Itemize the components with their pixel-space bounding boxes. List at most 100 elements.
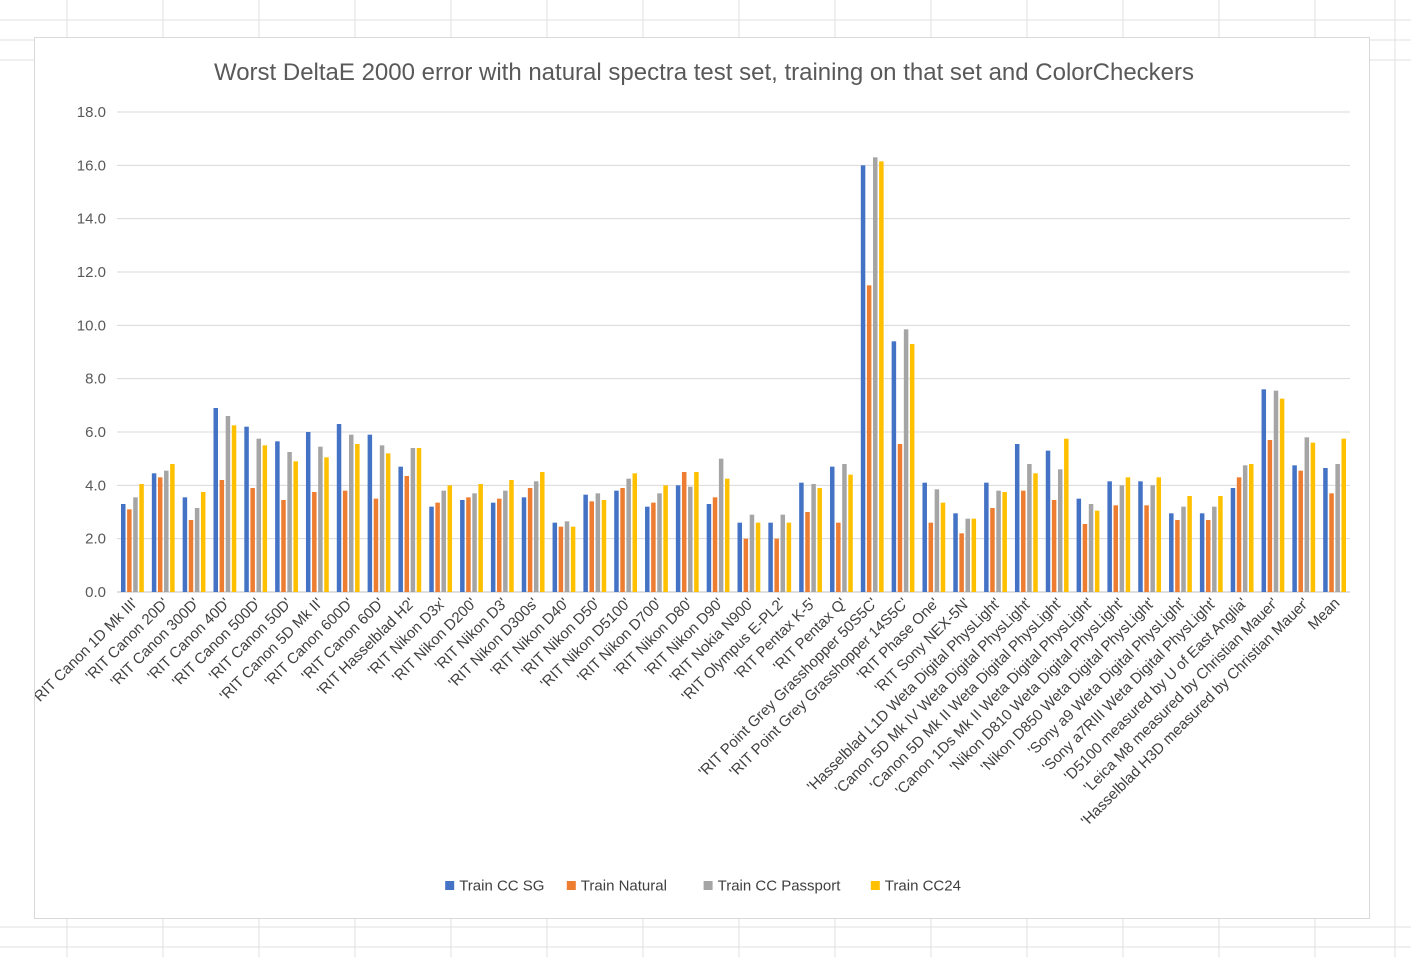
bar (1051, 500, 1057, 592)
bar (595, 493, 601, 592)
bar (971, 518, 977, 592)
legend-item[interactable]: Train CC SG (445, 878, 544, 895)
bar (897, 444, 903, 592)
bar (1218, 496, 1223, 592)
bar (651, 502, 656, 592)
legend-swatch (703, 881, 713, 890)
bar (620, 488, 625, 592)
bar (589, 501, 594, 592)
y-tick-label: 10.0 (77, 317, 106, 334)
bar (1002, 492, 1007, 592)
bar (490, 502, 496, 592)
bar (1249, 464, 1254, 592)
bar (1236, 477, 1242, 592)
bar (336, 424, 342, 592)
bar (934, 489, 940, 592)
bar (1125, 477, 1131, 592)
bar (1292, 465, 1297, 592)
bar (527, 488, 533, 592)
bar (891, 341, 897, 592)
bar (614, 490, 619, 592)
bar (829, 466, 835, 592)
bar (1156, 477, 1162, 592)
bar (398, 466, 403, 592)
bar (1076, 498, 1082, 592)
y-tick-label: 2.0 (85, 531, 106, 548)
chart-title: Worst DeltaE 2000 error with natural spe… (214, 59, 1194, 86)
bar (1088, 504, 1094, 592)
series-train-cc-passport (133, 157, 1340, 592)
bar (1230, 488, 1236, 592)
bar (355, 444, 360, 592)
bar (151, 473, 157, 592)
chart-area[interactable]: Worst DeltaE 2000 error with natural spe… (34, 37, 1370, 919)
bar (1273, 390, 1279, 592)
legend-item[interactable]: Train CC24 (870, 878, 961, 895)
bar (712, 497, 718, 592)
bar (219, 480, 225, 592)
y-axis-tick-labels: 0.0 2.0 4.0 6.0 8.0 10.0 12.0 14.0 16.0 18.0 (77, 104, 106, 601)
bar (1199, 513, 1205, 592)
bar (799, 482, 804, 592)
bar (503, 490, 508, 592)
bar (441, 490, 446, 592)
bar (305, 432, 311, 592)
bar (379, 445, 385, 592)
bar (410, 448, 416, 592)
bar (706, 504, 712, 592)
bar (996, 490, 1001, 592)
bar (786, 522, 792, 592)
bar (1169, 513, 1174, 592)
bar (1119, 485, 1125, 592)
legend-item[interactable]: Train Natural (566, 878, 667, 895)
bar (675, 485, 681, 592)
bar (1057, 469, 1063, 592)
bar (287, 452, 292, 592)
y-tick-label: 18.0 (77, 104, 106, 121)
bar (737, 522, 743, 592)
bar (540, 472, 545, 592)
bar (1045, 450, 1051, 592)
bar (194, 508, 200, 592)
bar (1261, 389, 1267, 592)
bar (903, 329, 909, 592)
bar (157, 477, 163, 592)
legend-item[interactable]: Train CC Passport (703, 878, 842, 895)
bar (170, 464, 175, 592)
bar (1310, 442, 1316, 592)
bar (324, 457, 329, 592)
x-category-label: Mean (1305, 595, 1344, 634)
bar (718, 458, 724, 592)
bar (1064, 438, 1069, 592)
bar (293, 461, 298, 592)
bar (860, 165, 866, 592)
bar (164, 470, 169, 592)
series-train-natural (127, 285, 1334, 592)
bar (466, 497, 471, 592)
bar (521, 497, 527, 592)
bar (817, 488, 822, 592)
bar (1113, 505, 1119, 592)
bar (1027, 464, 1032, 592)
bar (1323, 468, 1328, 592)
bar (873, 157, 878, 592)
gridlines (117, 111, 1350, 593)
bar (848, 474, 853, 592)
bar (472, 493, 477, 592)
bar (312, 492, 317, 592)
legend-label: Train Natural (581, 878, 667, 895)
bar (385, 453, 391, 592)
bar (984, 482, 989, 592)
legend-swatch (870, 881, 880, 890)
bar (1175, 520, 1180, 592)
bar (275, 441, 280, 592)
bar (1329, 493, 1334, 592)
bar (404, 476, 410, 592)
bar (724, 478, 730, 592)
bar (1082, 524, 1088, 592)
bar (583, 494, 588, 592)
bar (478, 484, 483, 592)
bar (1107, 481, 1112, 592)
bar (780, 514, 786, 592)
bar-chart: Worst DeltaE 2000 error with natural spe… (35, 59, 1350, 895)
